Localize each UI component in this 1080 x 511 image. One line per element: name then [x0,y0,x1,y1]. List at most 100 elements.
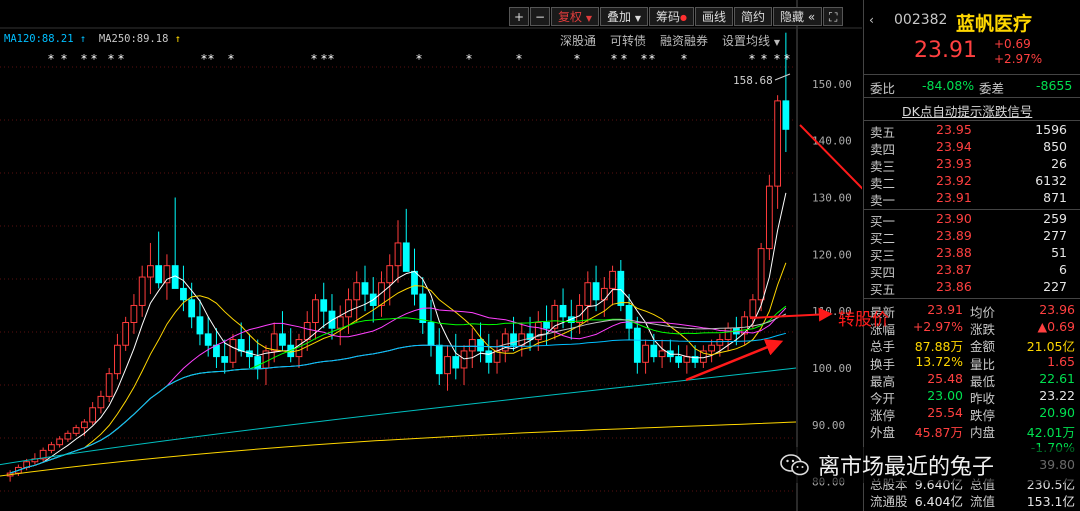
stat-value: 87.88万 [914,339,963,355]
convertible-bond-link[interactable]: 可转债 [610,34,647,48]
ma-legend: MA120:88.21 ↑ MA250:89.18 ↑ [4,33,181,45]
stats-row[interactable]: 涨幅 +2.97% 涨跌 ▲0.69 [864,319,1080,337]
stat-label: 最低 [970,373,996,389]
event-marker-icon: * [311,52,317,66]
shenzhen-connect-link[interactable]: 深股通 [560,34,597,48]
overlay-dropdown[interactable]: 叠加 ▼ [600,7,648,26]
scroll-left-icon[interactable]: ‹ [869,12,874,27]
candle-down [361,282,369,295]
ma-line-5 [9,192,787,474]
dk-signal-link[interactable]: DK点自动提示涨跌信号 [902,104,1033,119]
stats-row[interactable]: 涨停 25.54 跌停 20.90 [864,405,1080,423]
stats-row[interactable]: 总手 87.88万 金额 21.05亿 [864,336,1080,355]
candle-down [180,287,187,301]
y-tick-label: 100.00 [812,362,852,375]
ask-price: 23.92 [936,173,972,188]
y-tick-label: 150.00 [812,78,852,91]
stock-header: ‹ 002382 蓝帆医疗 [864,9,1080,35]
candle-down [485,350,493,363]
bid-volume: 227 [1043,279,1067,294]
ask-row[interactable]: 卖五 23.95 1596 [864,122,1080,140]
peak-price-label: 158.68 [733,74,773,87]
event-marker-icon: * [201,52,207,66]
dk-signal-row[interactable]: DK点自动提示涨跌信号 [864,101,1080,119]
event-marker-icon: * [466,52,472,66]
zoom-in-button[interactable]: + [509,7,529,26]
set-ma-dropdown[interactable]: 设置均线 ▼ [722,32,780,49]
watermark-text: 离市场最近的兔子 [818,455,995,480]
candle-up [724,327,732,341]
stat-label: 外盘 [870,425,896,441]
stats-row[interactable]: 外盘 45.87万 内盘 42.01万 [864,422,1080,441]
stat-value: 6.404亿 [914,494,963,510]
candle-down [510,333,517,346]
candle-up [105,373,113,397]
event-marker-icon: * [516,52,522,66]
ma120-legend: MA120:88.21 [4,33,74,45]
candle-up [229,339,237,363]
ask-row[interactable]: 卖四 23.94 850 [864,139,1080,157]
candle-up [534,322,542,341]
brief-button[interactable]: 简约 [734,7,773,26]
candle-down [196,316,204,335]
candle-up [741,316,748,335]
hide-button[interactable]: 隐藏 « [773,7,823,26]
ask-row[interactable]: 卖二 23.92 6132 [864,173,1080,191]
stats-row[interactable]: 今开 23.00 昨收 23.22 [864,388,1080,406]
stat-label: 总手 [870,339,896,355]
stats-row[interactable]: 最新 23.91 均价 23.96 [864,302,1080,320]
zoom-out-button[interactable]: − [530,7,550,26]
bid-label: 买三 [870,248,896,263]
bid-price: 23.87 [936,262,972,277]
event-marker-icon: * [91,52,97,66]
stat-value: 45.87万 [914,425,963,441]
stats-row[interactable]: 换手 13.72% 量比 1.65 [864,354,1080,372]
y-tick-label: 120.00 [812,248,852,261]
stats-row[interactable]: 流通股 6.404亿 流值 153.1亿 [864,491,1080,510]
ma250-legend: MA250:89.18 [98,33,169,45]
price-change: +0.69 [994,37,1031,51]
chips-button[interactable]: 筹码● [649,7,694,26]
bid-row[interactable]: 买五 23.86 227 [864,279,1080,297]
ask-label: 卖五 [870,125,896,140]
divider [864,120,1080,121]
stat-value: 42.01万 [1026,425,1075,441]
ask-row[interactable]: 卖一 23.91 871 [864,190,1080,208]
ask-volume: 1596 [1035,122,1067,137]
ma-line-120 [9,332,787,474]
stats-row[interactable]: 最高 25.48 最低 22.61 [864,371,1080,389]
stat-label: 最新 [870,305,896,320]
candle-up [353,282,361,301]
kline-canvas[interactable]: 150.00140.00130.00120.00110.00100.0090.0… [0,0,862,511]
event-marker-icon: * [749,52,755,66]
annotation-arrow [799,124,862,190]
stat-value: 23.22 [1039,388,1075,403]
stat-label: 量比 [970,356,996,372]
current-price: 23.91 [914,38,977,63]
stat-label: 昨收 [970,391,996,406]
bid-row[interactable]: 买四 23.87 6 [864,262,1080,280]
stat-value: 21.05亿 [1026,339,1075,355]
ask-row[interactable]: 卖三 23.93 26 [864,156,1080,174]
bid-volume: 259 [1043,211,1067,226]
restore-rights-dropdown[interactable]: 复权 ▼ [551,7,599,26]
event-marker-icon: * [761,52,767,66]
stat-value: 23.96 [1039,302,1075,317]
candle-up [683,356,691,363]
candle-up [97,395,105,409]
candle-up [774,100,782,187]
bid-row[interactable]: 买一 23.90 259 [864,211,1080,229]
bid-row[interactable]: 买三 23.88 51 [864,245,1080,263]
bid-volume: 51 [1051,245,1067,260]
collapse-icon: « [807,10,816,24]
draw-line-button[interactable]: 画线 [695,7,734,26]
candle-up [312,299,319,324]
bid-row[interactable]: 买二 23.89 277 [864,228,1080,246]
event-marker-icon: * [641,52,647,66]
candle-up [501,333,509,352]
bid-price: 23.88 [936,245,972,260]
candle-up [336,316,344,329]
kline-chart[interactable]: 150.00 140.00 130.00 120.00 110.00 100.00 90.0… [0,0,862,511]
fullscreen-button[interactable]: ⛶ [823,7,844,26]
margin-trading-link[interactable]: 融资融券 [660,34,709,48]
